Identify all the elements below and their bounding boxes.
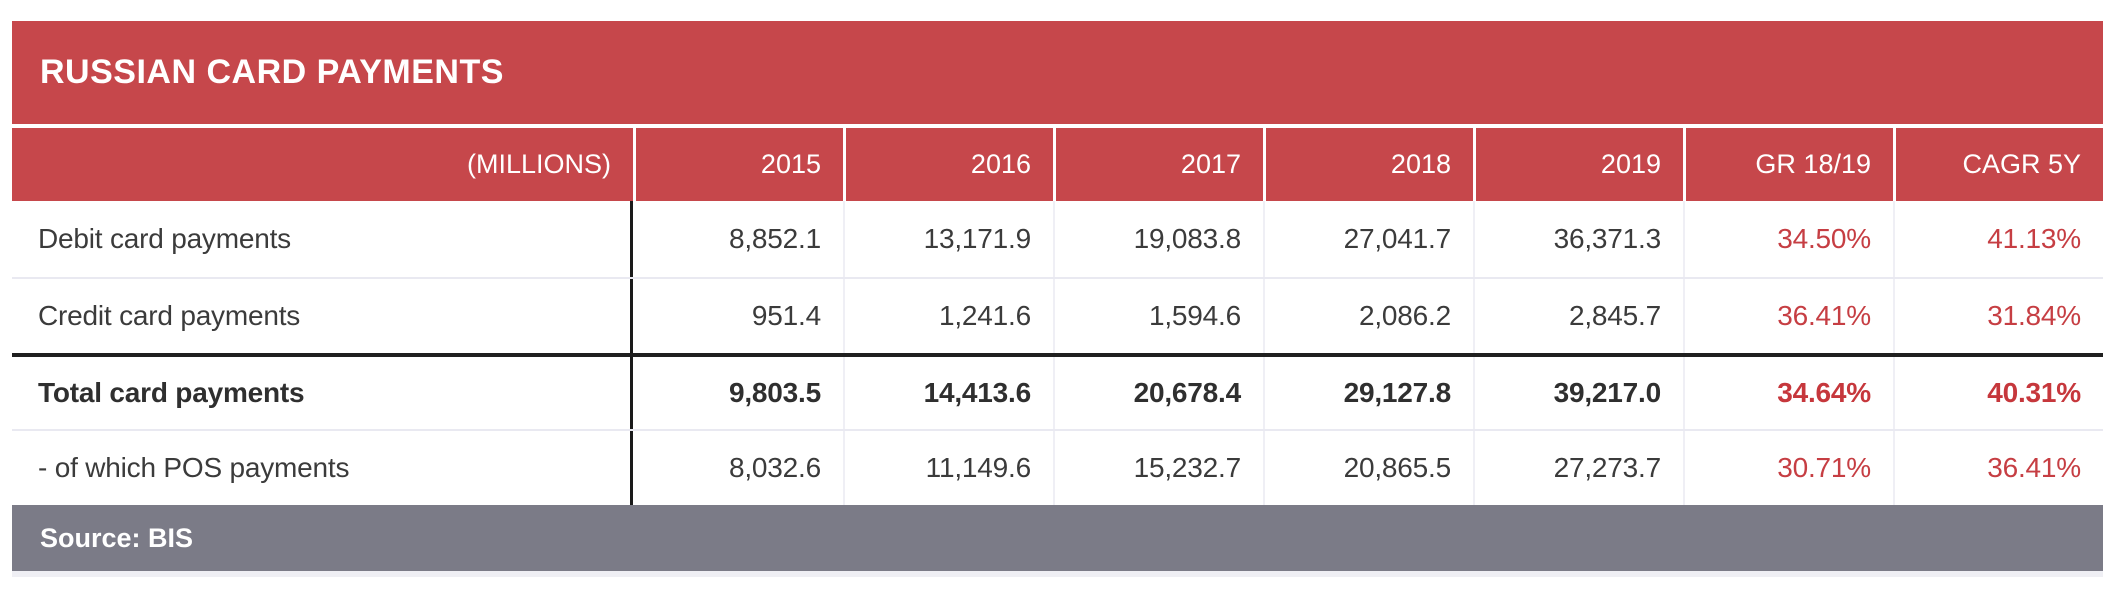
table-row-debit: Debit card payments 8,852.1 13,171.9 19,… [12,201,2103,277]
cell-value: 8,032.6 [728,452,821,483]
cell-value: 15,232.7 [1053,431,1263,505]
table-row-credit: Credit card payments 951.4 1,241.6 1,594… [12,277,2103,353]
row-label: Debit card payments [12,201,633,277]
cell-value: 8,852.1 [728,223,821,254]
cell-value: 20,865.5 [1263,431,1473,505]
cell-value: 27,273.7 [1473,431,1683,505]
cell-value: 14,413.6 [843,357,1053,429]
cell-value: 2,845.7 [1473,279,1683,353]
footer-bottom-strip [12,571,2103,577]
column-header-2016: 2016 [843,128,1053,201]
cell-value: 20,678.4 [1053,357,1263,429]
column-header-gr-18-19: GR 18/19 [1683,128,1893,201]
column-header-2017: 2017 [1053,128,1263,201]
cell-value: 1,241.6 [843,279,1053,353]
cell-growth-rate: 36.41% [1683,279,1893,353]
cell-growth-rate: 30.71% [1683,431,1893,505]
row-label: Total card payments [12,357,633,429]
cell-cagr: 31.84% [1893,279,2103,353]
row-label: Credit card payments [12,279,633,353]
table-header-row: (MILLIONS) 2015 2016 2017 2018 2019 GR 1… [12,128,2103,201]
cell-growth-rate: 34.64% [1683,357,1893,429]
cell-cagr: 40.31% [1893,357,2103,429]
cell-value: 27,041.7 [1263,201,1473,277]
cell-cagr: 36.41% [1893,431,2103,505]
cell-value: 1,594.6 [1053,279,1263,353]
column-header-2019: 2019 [1473,128,1683,201]
column-header-cagr-5y: CAGR 5Y [1893,128,2103,201]
cell-value: 11,149.6 [843,431,1053,505]
row-label: - of which POS payments [12,431,633,505]
cell-cagr: 41.13% [1893,201,2103,277]
column-header-2018: 2018 [1263,128,1473,201]
cell-value: 951.4 [751,300,821,331]
table-row-pos: - of which POS payments 8,032.6 11,149.6… [12,429,2103,505]
cell-growth-rate: 34.50% [1683,201,1893,277]
cell-value: 13,171.9 [843,201,1053,277]
cell-value: 36,371.3 [1473,201,1683,277]
column-header-2015: 2015 [633,128,843,201]
cell-value: 29,127.8 [1263,357,1473,429]
card-payments-table: RUSSIAN CARD PAYMENTS (MILLIONS) 2015 20… [12,21,2103,577]
cell-value: 2,086.2 [1263,279,1473,353]
table-title-bar: RUSSIAN CARD PAYMENTS [12,21,2103,124]
source-attribution: Source: BIS [40,522,194,553]
cell-value: 9,803.5 [728,377,821,408]
title-divider [12,124,2103,128]
table-row-total: Total card payments 9,803.5 14,413.6 20,… [12,353,2103,429]
cell-value: 39,217.0 [1473,357,1683,429]
table-footer-bar: Source: BIS [12,505,2103,571]
column-header-units: (MILLIONS) [12,128,633,201]
cell-value: 19,083.8 [1053,201,1263,277]
page-title: RUSSIAN CARD PAYMENTS [40,53,504,91]
